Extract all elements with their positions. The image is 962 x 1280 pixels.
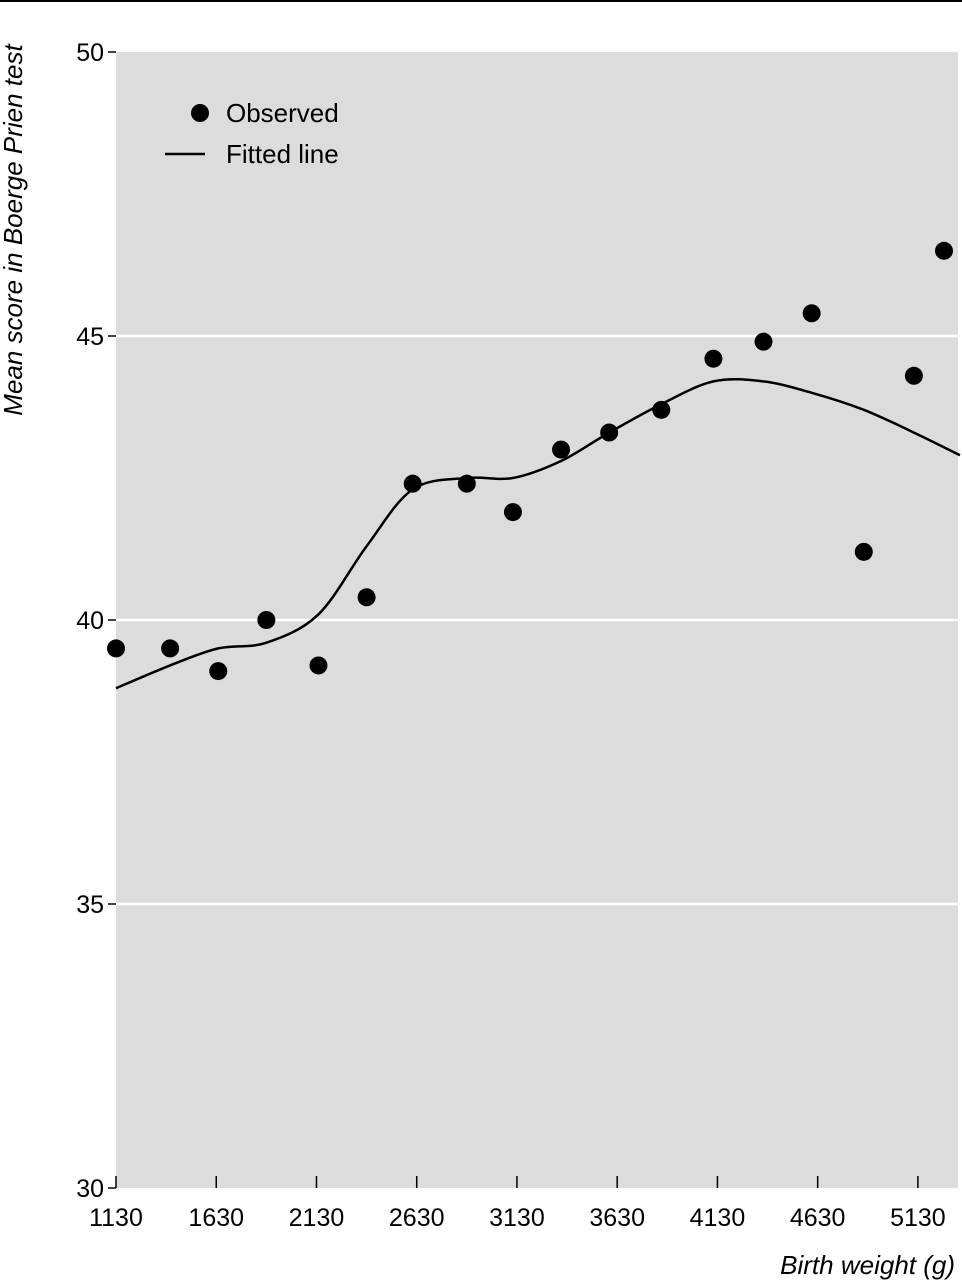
legend: Observed Fitted line: [165, 98, 339, 169]
observed-point-16: [854, 542, 873, 561]
observed-point-13: [704, 349, 723, 368]
x-tick-label-1130: 1130: [89, 1204, 143, 1232]
observed-point-11: [600, 423, 619, 442]
observed-point-8: [457, 474, 476, 493]
observed-point-12: [652, 400, 671, 419]
y-axis-title: Mean score in Boerge Prien test: [0, 43, 28, 416]
y-tick-label-35: 35: [76, 891, 104, 919]
observed-point-7: [403, 474, 422, 493]
y-axis-tick-labels: 30 35 40 45 50: [76, 39, 104, 1203]
observed-point-14: [754, 332, 773, 351]
y-tick-label-45: 45: [76, 323, 104, 351]
observed-point-17: [904, 366, 923, 385]
observed-point-18: [935, 241, 953, 260]
x-tick-label-3630: 3630: [589, 1204, 645, 1232]
x-tick-label-2130: 2130: [289, 1204, 345, 1232]
legend-label-fitted: Fitted line: [226, 139, 339, 169]
fitted-line: [115, 378, 961, 690]
observed-point-4: [257, 611, 276, 629]
observed-point-1: [107, 639, 125, 658]
x-tick-label-5130: 5130: [890, 1204, 946, 1232]
observed-point-5: [309, 656, 328, 675]
legend-marker-observed: [191, 104, 209, 122]
legend-label-observed: Observed: [226, 98, 339, 128]
y-tick-label-30: 30: [76, 1175, 104, 1203]
observed-point-2: [161, 639, 180, 658]
top-rule: [0, 0, 962, 2]
x-tick-label-3130: 3130: [489, 1204, 545, 1232]
observed-points: [107, 241, 953, 681]
x-axis-tick-labels: 1130 1630 2130 2630 3130 3630 4130 4630 5130: [89, 1204, 946, 1232]
observed-point-9: [503, 503, 522, 522]
x-tick-label-4630: 4630: [790, 1204, 846, 1232]
observed-point-3: [209, 662, 228, 681]
x-tick-label-2630: 2630: [389, 1204, 445, 1232]
y-tick-label-50: 50: [76, 39, 104, 67]
gridlines: [108, 51, 958, 1189]
y-tick-label-40: 40: [76, 607, 104, 635]
observed-point-10: [552, 440, 571, 459]
x-tick-label-1630: 1630: [188, 1204, 244, 1232]
x-axis-ticks: [115, 1176, 919, 1188]
x-axis-title: Birth weight (g): [780, 1250, 955, 1280]
observed-point-15: [802, 304, 821, 323]
x-tick-label-4130: 4130: [690, 1204, 746, 1232]
observed-point-6: [357, 588, 376, 607]
